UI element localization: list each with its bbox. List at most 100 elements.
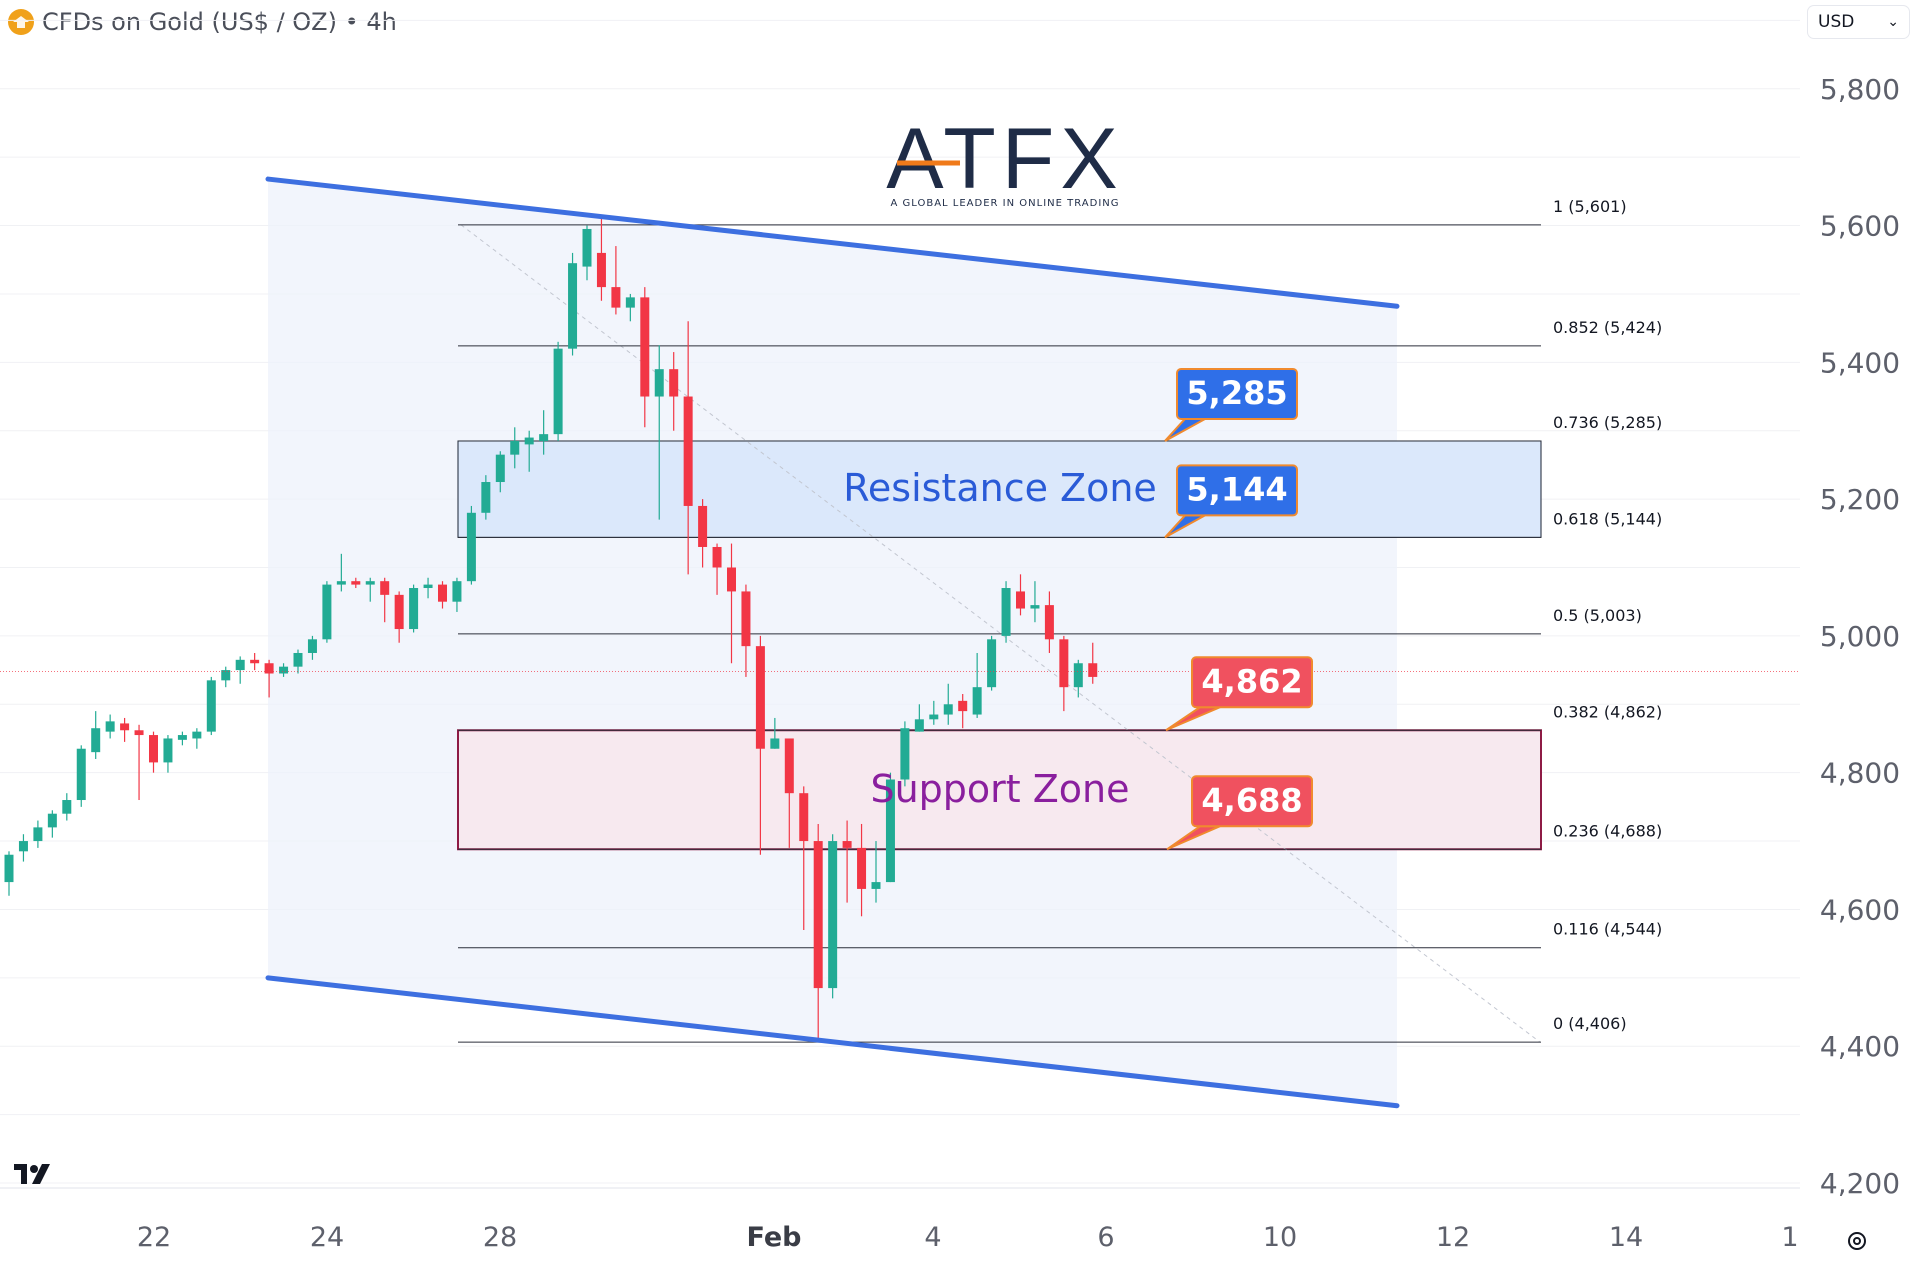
fib-level-label: 0.382 (4,862): [1553, 702, 1662, 721]
gear-icon[interactable]: [1842, 1226, 1872, 1261]
candle-body: [235, 659, 245, 671]
candle-body: [380, 581, 390, 595]
candle-body: [62, 800, 72, 814]
candle-body: [770, 738, 780, 749]
candle-body: [394, 594, 404, 630]
candle-body: [712, 546, 722, 568]
candle-body: [192, 731, 202, 739]
candle-body: [698, 505, 708, 547]
zones: [457, 440, 1542, 851]
price-callout-text: 5,285: [1186, 374, 1287, 412]
candle-body: [596, 252, 606, 288]
candle-body: [221, 670, 231, 681]
candle-body: [466, 512, 476, 582]
gold-coin-icon: [8, 9, 34, 35]
candle-body: [943, 704, 953, 715]
candle-body: [120, 723, 130, 731]
candle-body: [539, 434, 549, 441]
candle-body: [669, 369, 679, 397]
candle-body: [640, 297, 650, 397]
candle-body: [1030, 605, 1040, 609]
candle-body: [279, 666, 289, 674]
price-callout-box: [1176, 367, 1298, 420]
price-callout-text: 5,144: [1186, 470, 1287, 508]
channel-area: [268, 179, 1397, 1106]
price-callout-box: [1191, 656, 1313, 709]
candle-body: [857, 847, 867, 889]
candle-body: [1059, 639, 1069, 688]
y-axis-tick-label: 5,400: [1820, 346, 1900, 379]
candle-body: [755, 646, 765, 749]
y-axis-tick-label: 4,800: [1820, 757, 1900, 790]
x-axis-tick-label: 28: [483, 1222, 517, 1253]
candle-body: [683, 396, 693, 506]
candle-body: [958, 700, 968, 712]
x-axis-tick-label: 6: [1097, 1222, 1114, 1253]
candle-body: [524, 437, 534, 445]
y-axis-tick-label: 4,600: [1820, 893, 1900, 926]
candle-body: [929, 714, 939, 720]
candle-body: [163, 738, 173, 763]
candle-body: [1001, 588, 1011, 636]
support-zone-label: Support Zone: [870, 767, 1129, 811]
candle-body: [842, 841, 852, 848]
candle-body: [900, 728, 910, 780]
channel-upper-line: [265, 176, 1400, 309]
fib-level-label: 0.236 (4,688): [1553, 821, 1662, 840]
candle-body: [307, 639, 317, 653]
candle-body: [510, 440, 520, 455]
fib-level-label: 0.5 (5,003): [1553, 606, 1642, 625]
currency-label: USD: [1818, 12, 1855, 32]
candle-body: [1016, 591, 1025, 609]
tradingview-logo[interactable]: [14, 1160, 60, 1191]
candle-body: [365, 581, 375, 585]
x-axis-tick-label: 14: [1609, 1222, 1643, 1253]
candle-body: [611, 287, 621, 308]
channel-fill: [268, 179, 1397, 1106]
candles: [0, 218, 1800, 1040]
candle-body: [336, 581, 346, 585]
candle-body: [727, 567, 736, 592]
candle-body: [438, 584, 447, 602]
candle-body: [987, 639, 997, 688]
price-callout-box: [1176, 464, 1298, 517]
x-axis-tick-label: 10: [1263, 1222, 1297, 1253]
candle-body: [495, 454, 505, 483]
candle-body: [76, 748, 86, 801]
candle-body: [828, 841, 838, 989]
x-axis-tick-label: 12: [1436, 1222, 1470, 1253]
candle-body: [264, 663, 274, 674]
channel-lines: [265, 176, 1400, 1109]
atfx-logo-text: ATFX: [886, 111, 1123, 207]
candle-body: [481, 482, 491, 513]
candle-body: [741, 591, 751, 647]
candle-body: [784, 738, 794, 794]
fib-level-label: 0.736 (5,285): [1553, 413, 1662, 432]
candle-body: [47, 813, 57, 828]
candle-body: [871, 882, 881, 889]
x-axis-tick-label: 4: [924, 1222, 941, 1253]
price-labels: Resistance Zone Support Zone 5,285 5,144 4,8…: [843, 367, 1313, 851]
candle-body: [1073, 663, 1083, 688]
channel-lower-line: [265, 975, 1400, 1109]
x-axis-tick-label: 22: [137, 1222, 171, 1253]
price-callout-text: 4,688: [1201, 781, 1302, 819]
candle-body: [91, 728, 101, 753]
atfx-logo-tagline: A GLOBAL LEADER IN ONLINE TRADING: [890, 198, 1119, 209]
candle-body: [582, 228, 592, 267]
candle-body: [423, 584, 433, 589]
candle-body: [250, 659, 260, 664]
candle-body: [452, 581, 462, 602]
candle-body: [914, 719, 924, 732]
symbol-title[interactable]: CFDs on Gold (US$ / OZ) • 4h: [42, 8, 397, 36]
fib-level-label: 0.116 (4,544): [1553, 920, 1662, 939]
candle-body: [1088, 663, 1098, 677]
support-zone-box: [457, 729, 1542, 851]
y-axis-tick-label: 5,200: [1820, 483, 1900, 516]
fib-level-label: 0.618 (5,144): [1553, 509, 1662, 528]
resistance-zone-box: [457, 440, 1542, 538]
chart-header: CFDs on Gold (US$ / OZ) • 4h: [8, 6, 397, 38]
currency-select[interactable]: USD ⌄: [1808, 6, 1909, 38]
price-callout-text: 4,862: [1201, 662, 1302, 700]
